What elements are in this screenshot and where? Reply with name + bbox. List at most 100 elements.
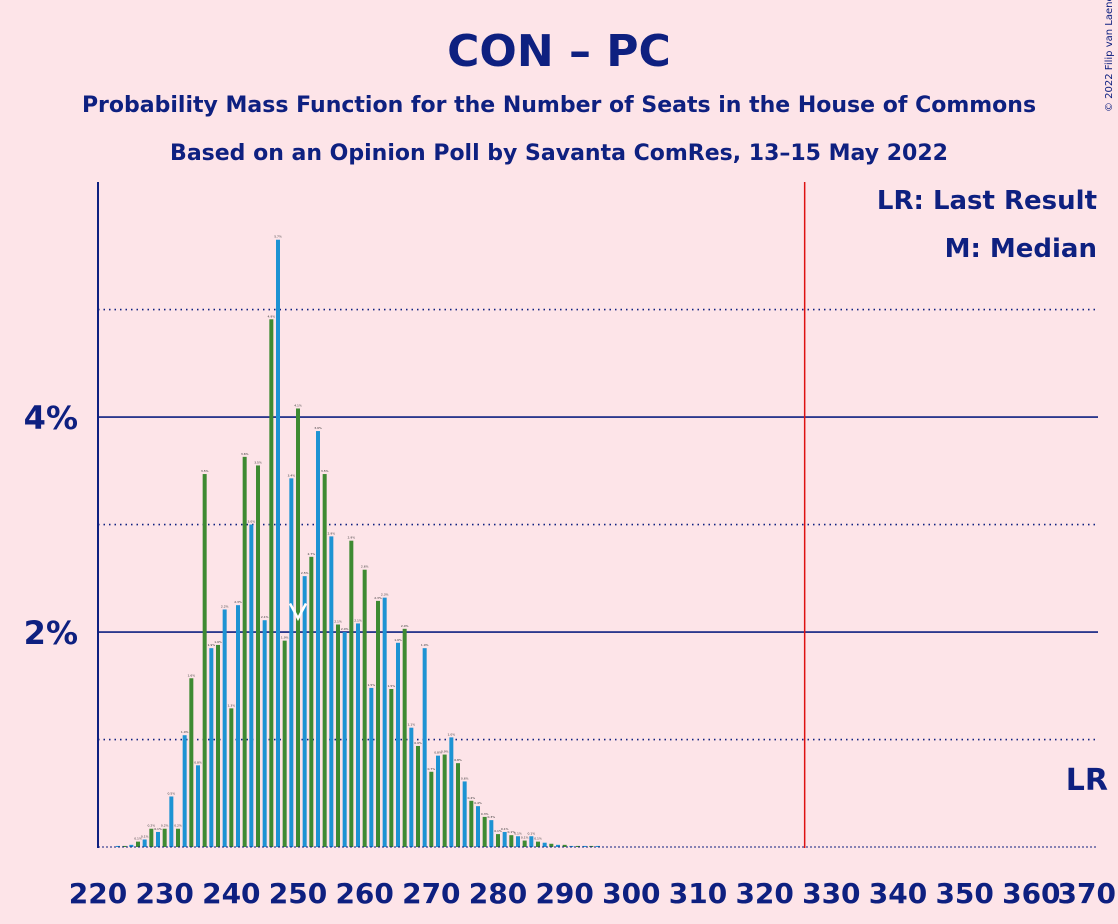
bar (309, 556, 314, 847)
chart-subtitle-1: Probability Mass Function for the Number… (82, 93, 1036, 118)
bar-data-label: 0.1% (501, 827, 509, 831)
bar (129, 844, 134, 847)
bar-data-label: 2.5% (301, 571, 309, 575)
bar (456, 763, 460, 847)
bar (282, 640, 287, 847)
bar-data-label: 2.6% (361, 565, 369, 569)
bar-data-label: 1.9% (281, 636, 289, 640)
bar (136, 841, 140, 847)
bar (302, 576, 307, 847)
x-tick-label: 260 (335, 877, 393, 910)
bar-data-label: 0.7% (428, 767, 436, 771)
bar (376, 600, 380, 847)
bar-data-label: 0.1% (494, 829, 502, 833)
bar-data-label: 1.3% (228, 703, 236, 707)
bar (449, 737, 454, 847)
bar (209, 648, 214, 847)
x-tick-label: 330 (802, 877, 860, 910)
x-tick-label: 240 (202, 877, 260, 910)
bar (236, 605, 240, 847)
x-tick-label: 350 (935, 877, 993, 910)
bar-data-label: 4.1% (294, 403, 302, 407)
bar-data-label: 0.1% (521, 836, 529, 840)
bar (169, 796, 174, 847)
bar (289, 478, 294, 847)
bar (402, 628, 407, 847)
bar (322, 474, 327, 847)
grid-lines (98, 308, 1098, 741)
bar-data-label: 3.9% (314, 426, 322, 430)
bar (489, 820, 494, 847)
x-tick-label: 340 (869, 877, 927, 910)
bar (162, 828, 167, 847)
bar-data-label: 2.2% (221, 604, 229, 608)
bar-data-label: 1.9% (214, 640, 222, 644)
bar-data-label: 2.3% (234, 600, 242, 604)
bar-data-label: 3.4% (288, 473, 296, 477)
x-tick-label: 320 (735, 877, 793, 910)
bar (296, 408, 300, 847)
x-tick-labels: 220 230 240 250 260 270 280 290 300 310 320 330 340 3… (69, 877, 1116, 910)
x-tick-label: 270 (402, 877, 460, 910)
bar (382, 597, 387, 847)
bar (229, 708, 234, 847)
bar-data-label: 0.2% (161, 824, 169, 828)
bar (556, 844, 560, 847)
bar-data-label: 0.4% (468, 796, 476, 800)
bar (202, 474, 207, 847)
y-tick-labels: 2% 4% (24, 399, 78, 652)
x-tick-label: 230 (135, 877, 193, 910)
bar (176, 828, 180, 847)
bar (589, 845, 594, 847)
bar-data-label: 3.5% (321, 469, 329, 473)
bar-data-label: 0.3% (488, 815, 496, 819)
bar (422, 648, 427, 847)
bar-data-label: 1.9% (208, 643, 216, 647)
bar (362, 569, 367, 847)
bar (156, 831, 160, 847)
bar-data-label: 0.9% (414, 741, 422, 745)
bar (529, 836, 534, 847)
bar-data-label: 2.0% (401, 624, 409, 628)
bar-data-label: 0.8% (194, 760, 202, 764)
x-tick-label: 220 (69, 877, 127, 910)
bar-data-label: 2.3% (374, 596, 382, 600)
bar (249, 524, 254, 847)
bar-data-label: 3.5% (254, 460, 262, 464)
bar (416, 745, 420, 847)
bar (596, 845, 600, 847)
bar (469, 800, 474, 847)
bar (429, 771, 434, 847)
bar-data-label: 0.1% (534, 837, 542, 841)
bar (216, 644, 220, 847)
bar (276, 239, 280, 847)
bar-data-label: 0.1% (514, 831, 522, 835)
legend-last-result: LR: Last Result (877, 186, 1097, 216)
bar (262, 620, 267, 847)
bar-data-label: 1.9% (421, 643, 429, 647)
bar-data-label: 0.5% (168, 791, 176, 795)
x-tick-label: 300 (602, 877, 660, 910)
bar (436, 755, 440, 847)
bar (522, 840, 527, 847)
bar (576, 845, 580, 847)
bar-data-label: 3.0% (248, 520, 256, 524)
bar-data-label: 1.5% (368, 683, 376, 687)
bar (476, 806, 480, 847)
bar-data-label: 0.9% (441, 750, 449, 754)
bar (196, 765, 200, 847)
bar-data-label: 1.6% (188, 673, 196, 677)
bar (336, 624, 340, 847)
bar (356, 623, 360, 847)
bar (542, 842, 547, 847)
bar-data-label: 1.9% (394, 638, 402, 642)
bar-data-label: 0.1% (528, 831, 536, 835)
bar-data-label: 0.3% (481, 812, 489, 816)
bar (562, 844, 567, 847)
bar (222, 609, 227, 847)
bar-data-label: 0.1% (154, 827, 162, 831)
bar-data-label: 4.9% (268, 314, 276, 318)
bar (462, 781, 467, 847)
bar-data-label: 0.1% (141, 834, 149, 838)
